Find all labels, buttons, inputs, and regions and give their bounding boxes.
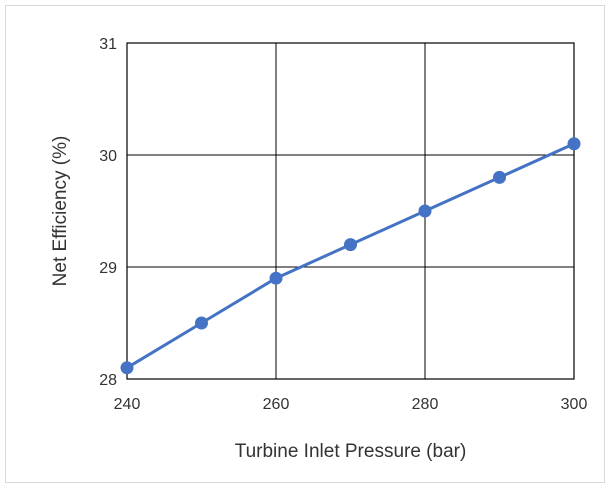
x-tick-label: 260 [263,396,290,413]
y-axis-title: Net Efficiency (%) [50,136,71,287]
y-tick-label: 28 [99,372,117,389]
data-point [195,316,208,330]
y-tick-label: 29 [99,260,117,277]
x-axis-ticks: 240 260 280 300 [114,396,588,413]
data-point [344,238,357,252]
chart-frame [5,5,605,483]
series-line [126,142,575,370]
data-point [269,271,283,285]
series-markers [120,137,581,375]
data-point [493,170,506,184]
x-axis-title: Turbine Inlet Pressure (bar) [235,441,467,462]
x-tick-label: 240 [114,396,141,413]
y-tick-label: 31 [99,36,117,53]
x-tick-label: 280 [412,396,439,413]
y-tick-label: 30 [99,148,117,165]
data-point [120,361,134,375]
x-tick-label: 300 [561,396,588,413]
data-point [567,137,581,151]
plot-area-border [126,42,575,380]
y-axis-ticks: 28 29 30 31 [99,36,117,389]
data-point [418,204,432,218]
